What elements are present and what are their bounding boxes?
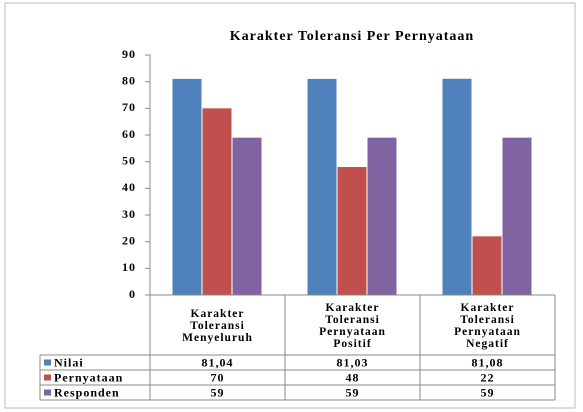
table-value: 59 [481,385,495,399]
legend-label: Nilai [54,355,84,369]
table-value: 22 [481,370,495,384]
bar [232,137,262,295]
table-value: 70 [211,370,225,384]
y-tick-label: 90 [122,47,136,61]
y-tick-label: 40 [122,180,136,194]
bar [172,78,202,295]
table-value: 81,04 [202,355,234,369]
x-tick-label: Karakter Toleransi Pernyataan Positif [319,302,386,350]
y-tick-label: 30 [122,207,136,221]
y-tick-label: 60 [122,127,136,141]
legend-swatch [44,389,51,396]
table-value: 59 [211,385,225,399]
legend-label: Responden [54,385,120,399]
bar [202,108,232,295]
x-tick-label: Karakter Toleransi Pernyataan Negatif [454,302,521,350]
bar [502,137,532,295]
table-value: 48 [346,370,360,384]
y-tick-label: 20 [122,233,136,247]
y-tick-label: 0 [129,287,136,301]
bar [367,137,397,295]
y-tick-label: 10 [122,260,136,274]
legend-swatch [44,359,51,366]
legend-swatch [44,374,51,381]
table-value: 81,03 [337,355,369,369]
y-tick-label: 70 [122,100,136,114]
y-tick-label: 50 [122,153,136,167]
bar [307,78,337,295]
table-value: 81,08 [472,355,504,369]
legend-label: Pernyataan [54,370,123,384]
x-tick-label: Karakter Toleransi Menyeluruh [182,308,253,344]
bar [442,78,472,295]
chart-border [4,2,576,409]
bar [472,236,502,295]
chart-title: Karakter Toleransi Per Pernyataan [230,29,474,44]
y-tick-label: 80 [122,73,136,87]
table-value: 59 [346,385,360,399]
bar [337,167,367,295]
